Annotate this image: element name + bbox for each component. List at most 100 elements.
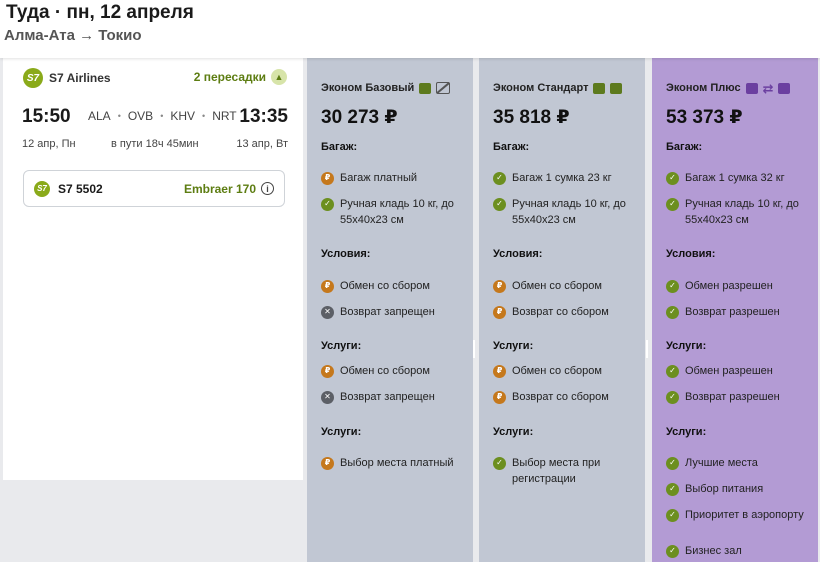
section-title: Услуги:	[321, 340, 362, 352]
route-airports: ALA • OVB • KHV • NRT	[88, 109, 237, 123]
section-title: Багаж:	[321, 141, 358, 153]
paid-icon: ₽	[321, 171, 334, 185]
tariff-column-plus[interactable]: Эконом Плюс ⇄ 53 373 ₽ Багаж: ✓ Багаж 1 су…	[652, 58, 818, 562]
check-icon: ✓	[321, 197, 334, 211]
aircraft-label: Embraer 170	[183, 181, 256, 196]
tariff-feature: ✕ Возврат запрещен	[321, 389, 471, 405]
tariff-feature: ✓ Возврат разрешен	[666, 304, 816, 320]
section-title: Багаж:	[493, 141, 530, 153]
flight-segment[interactable]: S7 S7 5502 Embraer 170 i	[23, 170, 285, 207]
baggage-icon	[593, 82, 606, 94]
column-separator	[473, 340, 475, 358]
arrival-date: 13 апр, Вт	[236, 138, 288, 150]
tariff-feature: ₽ Выбор места платный	[321, 455, 471, 471]
baggage-icon	[419, 82, 432, 94]
airline-info: S7 S7 Airlines	[23, 68, 111, 88]
tariff-feature: ✓ Ручная кладь 10 кг, до 55x40x23 см	[666, 196, 816, 228]
info-icon[interactable]: i	[261, 182, 274, 195]
check-icon: ✓	[666, 279, 679, 293]
tariff-price: 53 373 ₽	[666, 107, 743, 128]
tariff-feature: ✓ Обмен разрешен	[666, 363, 816, 379]
feature-text: Выбор места при регистрации	[512, 457, 601, 485]
flight-duration: в пути 18ч 45мин	[111, 138, 199, 150]
feature-text: Выбор места платный	[340, 457, 454, 469]
tariff-feature: ₽ Багаж платный	[321, 170, 471, 186]
section-title: Услуги:	[321, 426, 362, 438]
check-icon: ✓	[493, 171, 506, 185]
section-title: Условия:	[666, 248, 716, 260]
feature-text: Обмен со сбором	[512, 280, 602, 292]
tariff-name: Эконом Стандарт	[493, 82, 589, 94]
feature-text: Багаж 1 сумка 32 кг	[685, 172, 785, 184]
flight-number: S7 5502	[58, 181, 103, 196]
feature-text: Возврат со сбором	[512, 391, 609, 403]
paid-icon: ₽	[493, 390, 506, 404]
check-icon: ✓	[666, 390, 679, 404]
paid-icon: ₽	[321, 456, 334, 470]
feature-text: Ручная кладь 10 кг, до 55x40x23 см	[340, 198, 454, 226]
feature-text: Возврат разрешен	[685, 306, 780, 318]
tariff-name: Эконом Базовый	[321, 82, 415, 94]
feature-text: Возврат запрещен	[340, 306, 435, 318]
route-dot-icon: •	[117, 111, 121, 121]
section-title: Багаж:	[666, 141, 703, 153]
route-dot-icon: •	[202, 111, 206, 121]
tariff-column-standard[interactable]: Эконом Стандарт 35 818 ₽ Багаж: ✓ Багаж 1 …	[479, 58, 645, 562]
tariff-feature: ✓ Багаж 1 сумка 23 кг	[493, 170, 643, 186]
check-icon: ✓	[666, 171, 679, 185]
check-icon: ✓	[666, 544, 679, 558]
tariff-feature: ✓ Бизнес зал	[666, 543, 816, 559]
page-title: Туда · пн, 12 апреля	[6, 2, 194, 23]
section-title: Услуги:	[666, 426, 707, 438]
tariff-title: Эконом Плюс ⇄	[666, 80, 791, 96]
no-baggage-icon	[436, 82, 451, 94]
feature-text: Лучшие места	[685, 457, 758, 469]
feature-text: Обмен разрешен	[685, 365, 773, 377]
airport-code: KHV	[170, 109, 196, 123]
feature-text: Багаж платный	[340, 172, 418, 184]
tariff-feature: ₽ Обмен со сбором	[493, 278, 643, 294]
check-icon: ✓	[666, 508, 679, 522]
stops-label: 2 пересадки	[193, 70, 266, 84]
feature-text: Обмен разрешен	[685, 280, 773, 292]
check-icon: ✓	[666, 482, 679, 496]
tariff-feature: ✓ Обмен разрешен	[666, 278, 816, 294]
feature-text: Приоритет в аэропорту	[685, 509, 804, 521]
check-icon: ✓	[493, 197, 506, 211]
section-title: Услуги:	[666, 340, 707, 352]
chevron-up-icon[interactable]: ▲	[271, 69, 287, 85]
departure-time: 15:50	[22, 106, 71, 127]
section-title: Условия:	[493, 248, 543, 260]
feature-text: Багаж 1 сумка 23 кг	[512, 172, 612, 184]
cross-icon: ✕	[321, 390, 334, 404]
tariff-feature: ₽ Обмен со сбором	[321, 363, 471, 379]
exchange-icon: ⇄	[762, 80, 774, 96]
departure-date: 12 апр, Пн	[22, 138, 76, 150]
tariff-feature: ✓ Выбор питания	[666, 481, 816, 497]
paid-icon: ₽	[493, 364, 506, 378]
tariff-feature: ✓ Ручная кладь 10 кг, до 55x40x23 см	[493, 196, 643, 228]
feature-text: Обмен со сбором	[340, 280, 430, 292]
tariff-feature: ✓ Приоритет в аэропорту	[666, 507, 816, 523]
stops-toggle[interactable]: 2 пересадки ▲	[194, 69, 287, 85]
tariff-feature: ✓ Ручная кладь 10 кг, до 55x40x23 см	[321, 196, 471, 228]
tariff-price: 30 273 ₽	[321, 107, 398, 128]
paid-icon: ₽	[321, 364, 334, 378]
feature-text: Возврат со сбором	[512, 306, 609, 318]
section-title: Услуги:	[493, 340, 534, 352]
tariff-feature: ₽ Возврат со сбором	[493, 389, 643, 405]
tariff-feature: ✕ Возврат запрещен	[321, 304, 471, 320]
tariff-feature: ✓ Багаж 1 сумка 32 кг	[666, 170, 816, 186]
airport-code: ALA	[88, 109, 111, 123]
feature-text: Возврат разрешен	[685, 391, 780, 403]
feature-text: Ручная кладь 10 кг, до 55x40x23 см	[512, 198, 626, 226]
seat-icon	[778, 82, 791, 94]
s7-logo-icon: S7	[23, 68, 43, 88]
tariff-column-basic[interactable]: Эконом Базовый 30 273 ₽ Багаж: ₽ Багаж пла…	[307, 58, 473, 562]
flight-card: S7 S7 Airlines 2 пересадки ▲ 15:50 ALA •…	[3, 58, 303, 480]
paid-icon: ₽	[321, 279, 334, 293]
tariff-feature: ₽ Обмен со сбором	[493, 363, 643, 379]
tariff-feature: ₽ Возврат со сбором	[493, 304, 643, 320]
s7-logo-icon: S7	[34, 180, 50, 197]
feature-text: Обмен со сбором	[340, 365, 430, 377]
